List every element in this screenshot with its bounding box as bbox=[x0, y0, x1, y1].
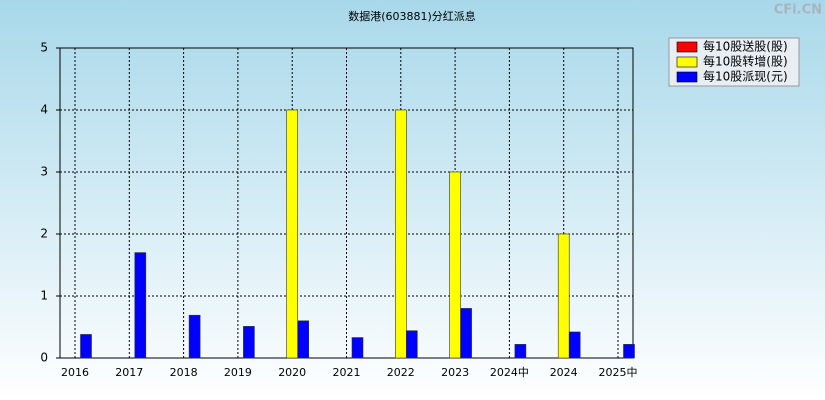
x-tick-label: 2024 bbox=[550, 366, 578, 379]
y-tick-label: 4 bbox=[40, 103, 48, 117]
bar bbox=[405, 330, 418, 359]
x-tick-label: 2023 bbox=[441, 366, 469, 379]
y-tick-label: 2 bbox=[40, 227, 48, 241]
bar bbox=[134, 252, 147, 359]
legend-label: 每10股送股(股) bbox=[703, 39, 788, 54]
x-tick-label: 2019 bbox=[224, 366, 252, 379]
legend-swatch bbox=[676, 56, 698, 68]
bar bbox=[286, 109, 299, 359]
legend-swatch bbox=[676, 71, 698, 83]
x-tick-label: 2025中 bbox=[599, 366, 638, 379]
bar bbox=[460, 308, 472, 359]
x-tick-label: 2017 bbox=[115, 366, 143, 379]
bar bbox=[623, 344, 635, 359]
bar bbox=[243, 326, 255, 359]
x-tick-label: 2021 bbox=[333, 366, 361, 379]
legend-label: 每10股转增(股) bbox=[703, 54, 788, 69]
bar bbox=[188, 314, 201, 359]
y-tick-label: 0 bbox=[40, 351, 48, 365]
chart-title: 数据港(603881)分红派息 bbox=[348, 9, 476, 23]
y-tick-label: 3 bbox=[40, 165, 48, 179]
bar bbox=[557, 233, 570, 359]
x-tick-label: 2016 bbox=[61, 366, 89, 379]
x-tick-label: 2022 bbox=[387, 366, 415, 379]
legend-swatch bbox=[676, 41, 698, 53]
bar bbox=[394, 109, 407, 359]
bar bbox=[449, 171, 461, 359]
watermark: CFi.CN bbox=[774, 3, 822, 18]
bar bbox=[297, 320, 310, 359]
bar bbox=[568, 331, 581, 359]
bar bbox=[80, 334, 92, 359]
y-tick-label: 5 bbox=[40, 41, 48, 55]
x-tick-label: 2018 bbox=[170, 366, 198, 379]
x-tick-label: 2020 bbox=[278, 366, 306, 379]
bar bbox=[514, 344, 527, 359]
x-tick-label: 2024中 bbox=[490, 366, 529, 379]
legend-label: 每10股派现(元) bbox=[703, 69, 788, 84]
y-tick-label: 1 bbox=[40, 289, 48, 303]
bar bbox=[351, 337, 364, 359]
